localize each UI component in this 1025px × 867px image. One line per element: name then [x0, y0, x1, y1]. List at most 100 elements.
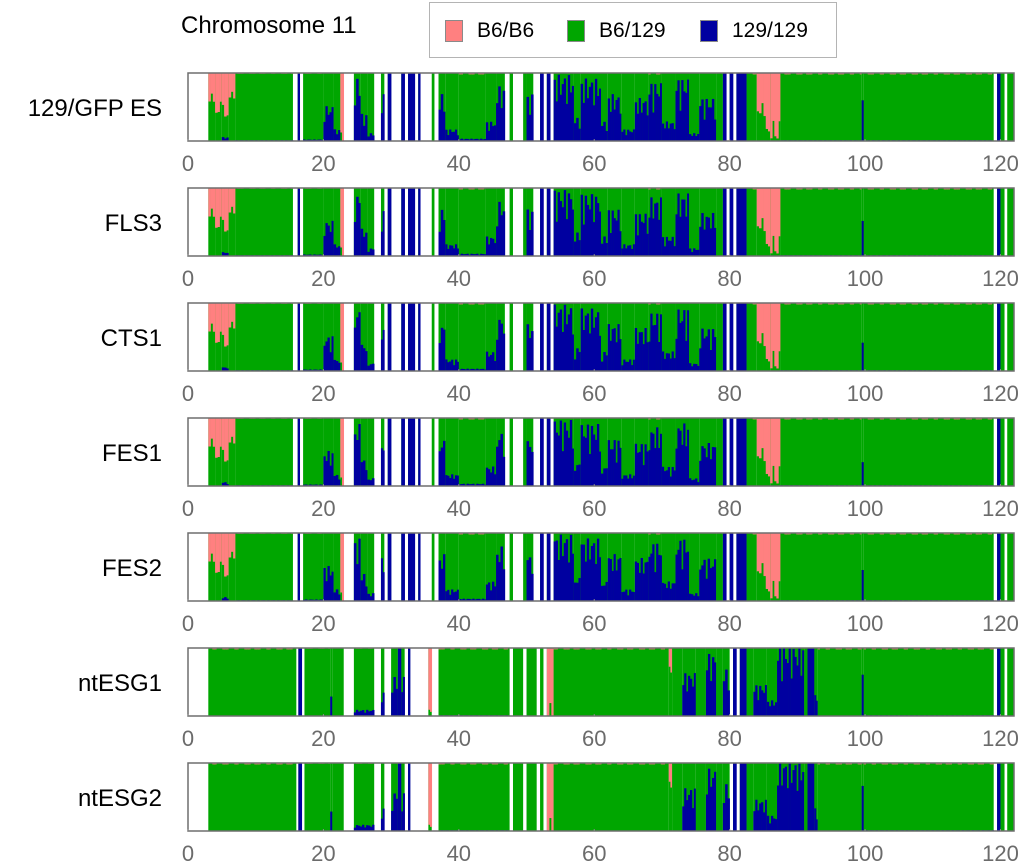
bar-b6-129	[208, 303, 216, 371]
bar-129-129	[605, 355, 609, 371]
bar-129-129	[724, 73, 727, 141]
bar-129-129	[369, 364, 373, 371]
bar-129-129	[365, 470, 368, 486]
legend-item-b6b6: B6/B6	[445, 19, 534, 43]
bar-129-129	[671, 236, 674, 256]
bar-b6b6	[221, 303, 225, 335]
sample-track: 129/GFP ES 0 20 40 60 80 100 120	[28, 72, 1019, 176]
bar-b6b6	[230, 418, 234, 437]
bar-129-129	[327, 114, 330, 141]
bar-129-129	[365, 232, 368, 256]
bar-129-129	[598, 211, 602, 256]
bar-129-129	[353, 105, 357, 141]
bar-b6-129	[716, 303, 723, 371]
bar-129-129	[638, 214, 641, 256]
bar-129-129	[775, 702, 778, 716]
bar-129-129	[691, 808, 695, 831]
bar-129-129	[569, 420, 573, 486]
bar-129-129	[601, 473, 604, 486]
bar-129-129	[592, 222, 596, 256]
bar-129-129	[727, 690, 730, 716]
bar-129-129	[634, 102, 638, 141]
bar-129-129	[594, 563, 598, 601]
bar-129-129	[686, 691, 689, 716]
bar-b6b6	[772, 418, 775, 466]
bar-129-129	[466, 138, 469, 141]
bar-129-129	[418, 533, 421, 601]
bar-129-129	[226, 252, 229, 256]
bar-129-129	[325, 341, 328, 371]
bar-b6b6	[768, 188, 771, 247]
bar-129-129	[323, 121, 326, 141]
bar-129-129	[371, 593, 375, 601]
bar-129-129	[644, 101, 647, 141]
bar-129-129	[644, 444, 647, 486]
bar-b6-129	[672, 648, 683, 716]
bar-129-129	[329, 465, 332, 486]
bar-129-129	[744, 303, 747, 371]
bar-129-129	[815, 700, 818, 716]
bar-129-129	[617, 209, 620, 256]
bar-129-129	[489, 354, 493, 371]
bar-129-129	[365, 351, 368, 371]
bar-b6-129	[601, 303, 608, 371]
x-tick-label: 80	[717, 381, 741, 406]
bar-129-129	[485, 584, 489, 601]
bar-129-129	[640, 112, 643, 141]
panel-frame	[187, 647, 1015, 717]
bar-129-129	[491, 581, 495, 601]
bar-b6b6	[768, 418, 771, 477]
bar-129-129	[483, 599, 487, 601]
bar-129-129	[642, 573, 645, 601]
bar-129-129	[372, 824, 375, 831]
bar-129-129	[731, 73, 734, 141]
legend-swatch-b6-129	[567, 20, 585, 42]
bar-b6-129	[716, 648, 723, 716]
bar-129-129	[615, 462, 618, 486]
bar-129-129	[353, 327, 357, 371]
bar-129-129	[380, 818, 383, 831]
bar-b6-129	[861, 418, 864, 486]
bar-129-129	[677, 428, 680, 486]
bar-129-129	[353, 543, 357, 601]
bar-b6-129	[1007, 188, 1014, 256]
bar-129-129	[297, 418, 301, 486]
bar-b6b6	[208, 533, 211, 562]
bar-129-129	[679, 430, 682, 486]
bar-b6b6	[765, 533, 769, 589]
bar-b6-129	[695, 763, 706, 831]
x-tick-label: 100	[847, 841, 884, 866]
bar-129-129	[861, 342, 864, 371]
bar-b6b6	[342, 303, 345, 371]
bar-129-129	[691, 252, 694, 256]
x-tick-label: 20	[311, 841, 335, 866]
bar-b6-129	[716, 188, 723, 256]
bar-129-129	[788, 648, 791, 716]
bar-129-129	[729, 303, 732, 371]
bar-129-129	[673, 129, 676, 141]
bar-129-129	[609, 559, 612, 601]
bar-129-129	[224, 482, 227, 486]
bar-129-129	[472, 598, 475, 601]
bar-129-129	[709, 107, 713, 141]
bar-129-129	[736, 73, 739, 141]
bar-129-129	[607, 98, 611, 141]
bar-129-129	[555, 540, 558, 601]
bar-b6-129	[766, 648, 778, 716]
bar-129-129	[546, 73, 549, 141]
bar-b6b6	[761, 533, 764, 564]
bar-129-129	[391, 692, 394, 716]
bar-129-129	[382, 329, 385, 371]
bar-b6b6	[217, 303, 220, 343]
bar-129-129	[410, 73, 413, 141]
bar-129-129	[226, 368, 229, 371]
bar-129-129	[449, 478, 452, 486]
bar-129-129	[590, 425, 594, 486]
bar-b6-129	[814, 763, 818, 831]
bar-129-129	[496, 339, 499, 371]
bar-129-129	[571, 209, 575, 256]
legend-swatch-129-129	[700, 20, 718, 42]
bar-b6b6	[770, 303, 773, 369]
bar-b6-129	[780, 533, 862, 601]
bar-129-129	[713, 559, 717, 601]
